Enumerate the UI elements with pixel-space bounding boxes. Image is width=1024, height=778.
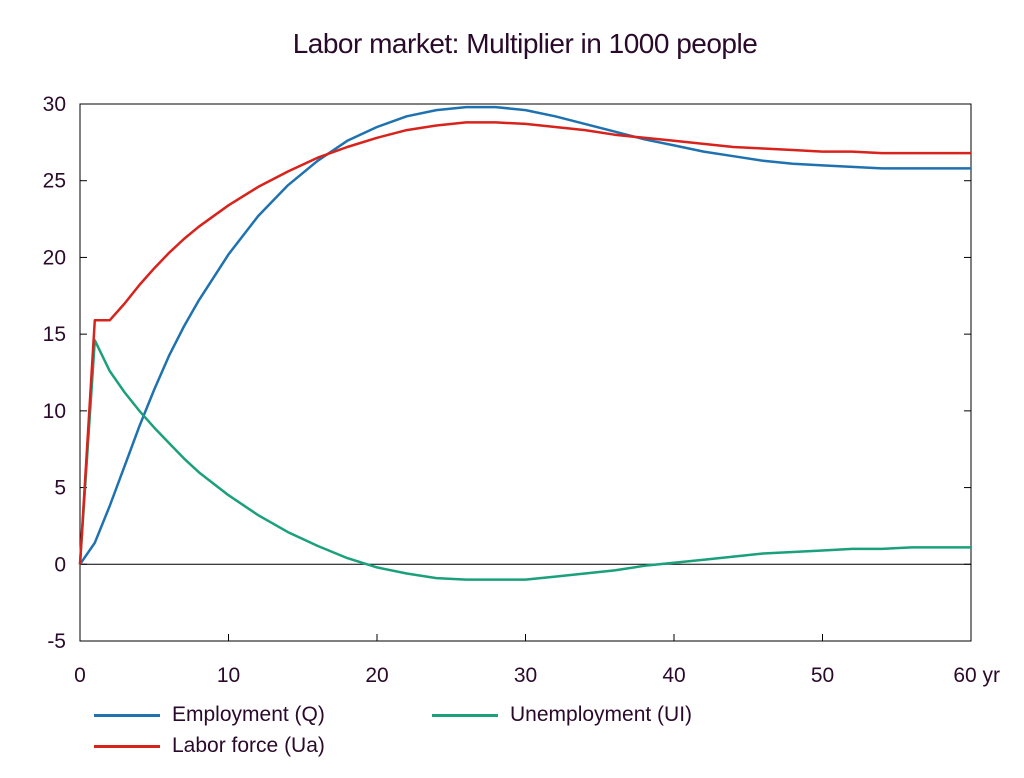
x-tick-label: 10 [217, 664, 240, 687]
y-tick-label: -5 [47, 630, 66, 653]
legend-label-labor-force: Labor force (Ua) [172, 734, 325, 757]
legend-label-unemployment: Unemployment (UI) [510, 703, 693, 726]
x-tick-label: 30 [514, 664, 537, 687]
x-tick-label: 60 yr [953, 664, 1000, 687]
y-tick-label: 0 [54, 553, 66, 576]
legend-label-employment: Employment (Q) [172, 703, 325, 726]
legend-swatch-unemployment [432, 713, 498, 717]
x-tick-label: 50 [811, 664, 834, 687]
series-line-employment [78, 105, 971, 566]
legend-swatch-employment [94, 713, 160, 717]
x-tick-label: 20 [365, 664, 388, 687]
y-tick-label: 5 [54, 477, 66, 500]
plot-frame [79, 103, 972, 642]
legend-item-labor-force: Labor force (Ua) [94, 734, 325, 758]
y-tick-label: 15 [43, 323, 66, 346]
series-line-unemployment [78, 339, 971, 581]
x-tick-label: 0 [74, 664, 86, 687]
y-tick-label: 20 [43, 246, 66, 269]
y-tick-label: 25 [43, 170, 66, 193]
chart-title: Labor market: Multiplier in 1000 people [292, 28, 758, 59]
legend-item-employment: Employment (Q) [94, 703, 325, 727]
axis-ticks: -5 0 5 10 15 20 25 30 0 10 20 30 40 50 60 yr [43, 93, 1000, 687]
plot-axes [79, 103, 972, 642]
legend-swatch-labor-force [94, 744, 160, 748]
x-tick-label: 40 [662, 664, 685, 687]
series-lines [78, 105, 971, 581]
legend-item-unemployment: Unemployment (UI) [432, 703, 692, 727]
series-line-labor-force [78, 121, 971, 565]
y-tick-label: 30 [43, 93, 66, 116]
y-tick-label: 10 [43, 400, 66, 423]
